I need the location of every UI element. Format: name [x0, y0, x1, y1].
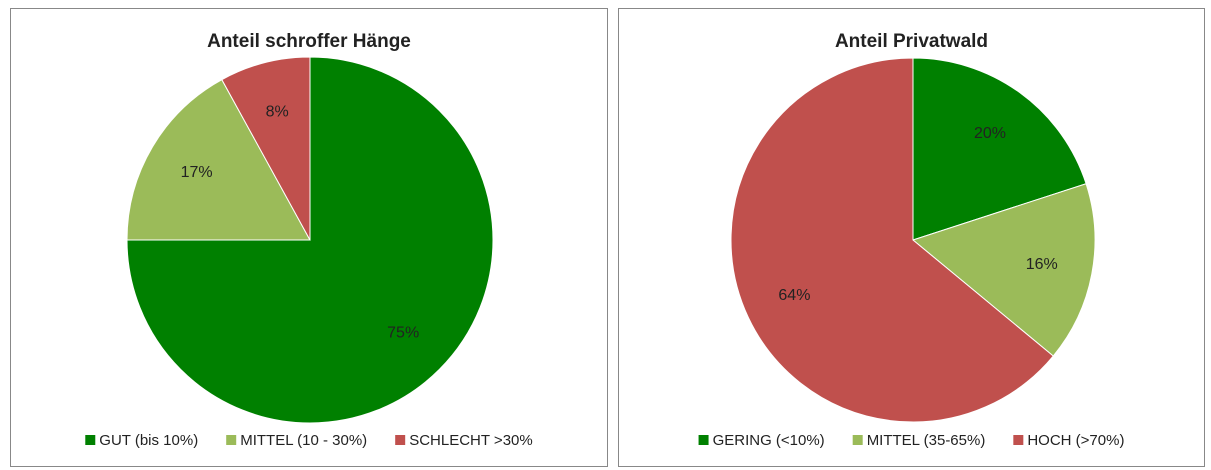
- pie-slice: [730, 57, 1054, 423]
- data-label: 17%: [181, 164, 213, 181]
- pie-slice: [126, 78, 311, 241]
- legend-swatch: [852, 435, 863, 445]
- legend-label: MITTEL (35-65%): [867, 432, 986, 449]
- legend-swatch: [85, 435, 96, 445]
- legend-label: SCHLECHT >30%: [409, 432, 533, 449]
- data-label: 64%: [778, 287, 810, 304]
- pie-slice: [221, 56, 311, 241]
- data-label: 16%: [1026, 256, 1058, 273]
- pie-slice: [126, 56, 494, 424]
- chart-title: Anteil schroffer Hänge: [207, 31, 411, 52]
- legend-label: MITTEL (10 - 30%): [240, 432, 367, 449]
- legend-label: HOCH (>70%): [1027, 432, 1124, 449]
- legend-swatch: [395, 435, 406, 445]
- legend-swatch: [226, 435, 237, 445]
- pie-slice: [911, 183, 1096, 357]
- legend-swatch: [1013, 435, 1024, 445]
- legend-label: GUT (bis 10%): [99, 432, 198, 449]
- chart-title: Anteil Privatwald: [835, 31, 988, 52]
- pie-slice: [912, 57, 1087, 241]
- legend-label: GERING (<10%): [713, 432, 825, 449]
- data-label: 20%: [974, 125, 1006, 142]
- data-label: 8%: [266, 104, 289, 121]
- legend-swatch: [698, 435, 709, 445]
- data-label: 75%: [387, 324, 419, 341]
